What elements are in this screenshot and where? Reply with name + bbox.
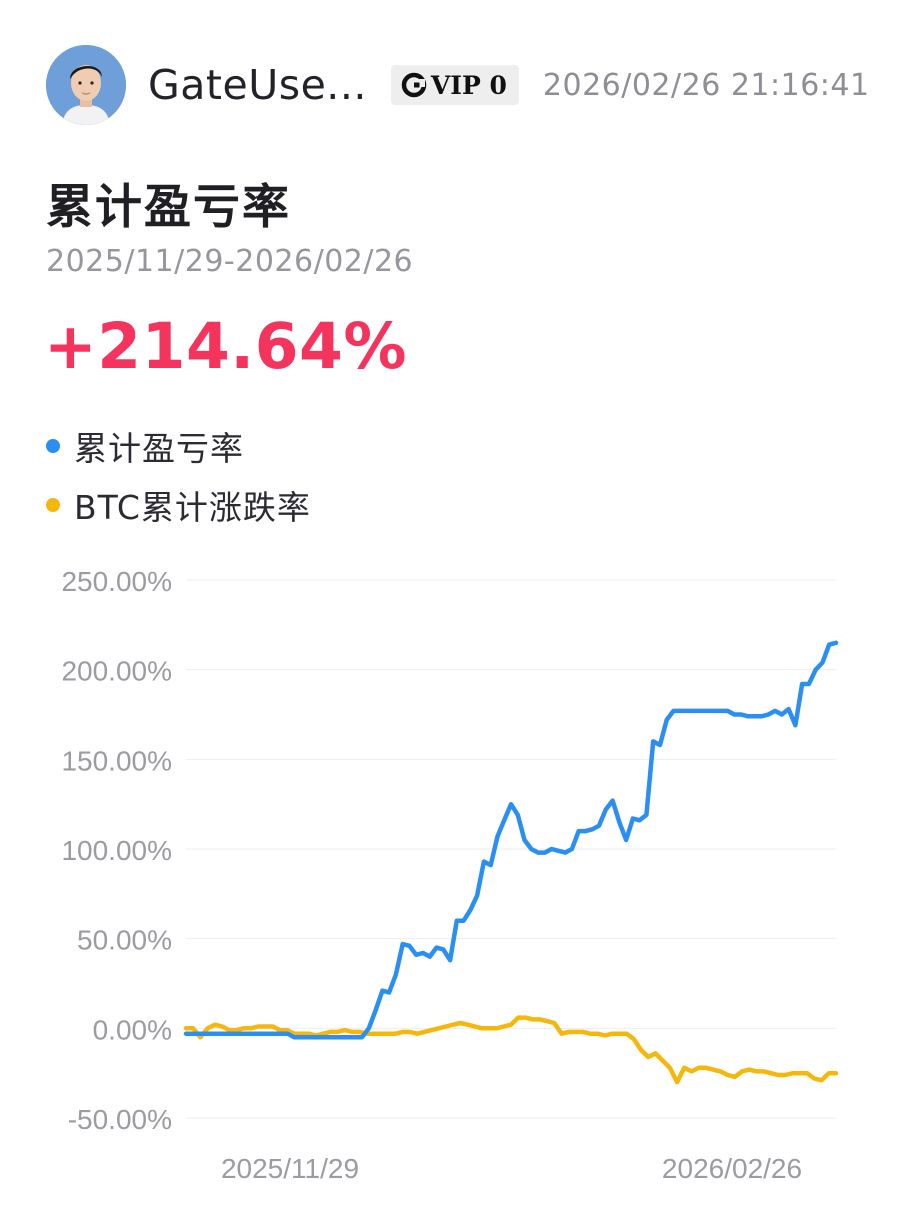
date-range: 2025/11/29-2026/02/26 <box>46 244 414 279</box>
username[interactable]: GateUse... <box>148 61 367 109</box>
cumulative-return-chart: 250.00% 200.00% 150.00% 100.00% 50.00% 0.00% -… <box>61 566 839 1184</box>
y-tick-label: -50.00% <box>68 1104 172 1135</box>
metric-title: 累计盈亏率 <box>46 180 291 235</box>
series-lines <box>183 640 839 1085</box>
x-tick-label: 2025/11/29 <box>221 1153 359 1184</box>
gate-logo-icon <box>401 72 427 98</box>
legend-dot-btc <box>46 498 60 512</box>
total-return-value: +214.64% <box>44 310 408 383</box>
vip-badge: VIP 0 <box>390 65 519 105</box>
vip-label: VIP 0 <box>430 70 507 100</box>
y-tick-label: 100.00% <box>61 835 172 866</box>
y-tick-label: 0.00% <box>93 1014 172 1045</box>
post-header: GateUse... VIP 0 2026/02/26 21:16:41 <box>46 44 876 126</box>
y-tick-label: 200.00% <box>61 656 172 687</box>
chart-legend: 累计盈亏率 BTC累计涨跌率 <box>46 418 311 536</box>
grid-lines <box>186 579 836 1119</box>
legend-label-btc: BTC累计涨跌率 <box>74 488 311 527</box>
legend-label-strategy: 累计盈亏率 <box>74 429 244 468</box>
x-tick-label: 2026/02/26 <box>662 1153 802 1184</box>
legend-item-strategy: 累计盈亏率 <box>46 418 311 474</box>
y-tick-label: 250.00% <box>61 566 172 597</box>
post-timestamp: 2026/02/26 21:16:41 <box>542 67 870 103</box>
x-axis-ticks: 2025/11/29 2026/02/26 <box>221 1153 802 1184</box>
strategy-return-line <box>183 640 839 1040</box>
avatar-portrait <box>46 45 126 125</box>
y-tick-label: 150.00% <box>61 745 172 776</box>
y-axis-ticks: 250.00% 200.00% 150.00% 100.00% 50.00% 0.00% -… <box>61 566 172 1135</box>
btc-return-line <box>183 1015 839 1085</box>
y-tick-label: 50.00% <box>77 925 172 956</box>
legend-dot-strategy <box>46 439 60 453</box>
avatar[interactable] <box>46 45 126 125</box>
legend-item-btc: BTC累计涨跌率 <box>46 477 311 533</box>
